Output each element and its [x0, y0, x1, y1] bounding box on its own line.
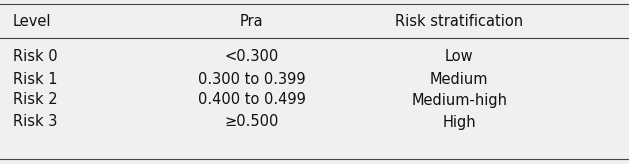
Text: Risk 3: Risk 3: [13, 114, 57, 130]
Text: Pra: Pra: [240, 13, 264, 29]
Text: Risk stratification: Risk stratification: [395, 13, 523, 29]
Text: Risk 0: Risk 0: [13, 49, 57, 63]
Text: <0.300: <0.300: [225, 49, 279, 63]
Text: Medium: Medium: [430, 72, 489, 86]
Text: 0.300 to 0.399: 0.300 to 0.399: [198, 72, 306, 86]
Text: Level: Level: [13, 13, 51, 29]
Text: Low: Low: [445, 49, 474, 63]
Text: 0.400 to 0.499: 0.400 to 0.499: [198, 92, 306, 107]
Text: Risk 1: Risk 1: [13, 72, 57, 86]
Text: Risk 2: Risk 2: [13, 92, 57, 107]
Text: ≥0.500: ≥0.500: [225, 114, 279, 130]
Text: Medium-high: Medium-high: [411, 92, 507, 107]
Text: High: High: [442, 114, 476, 130]
